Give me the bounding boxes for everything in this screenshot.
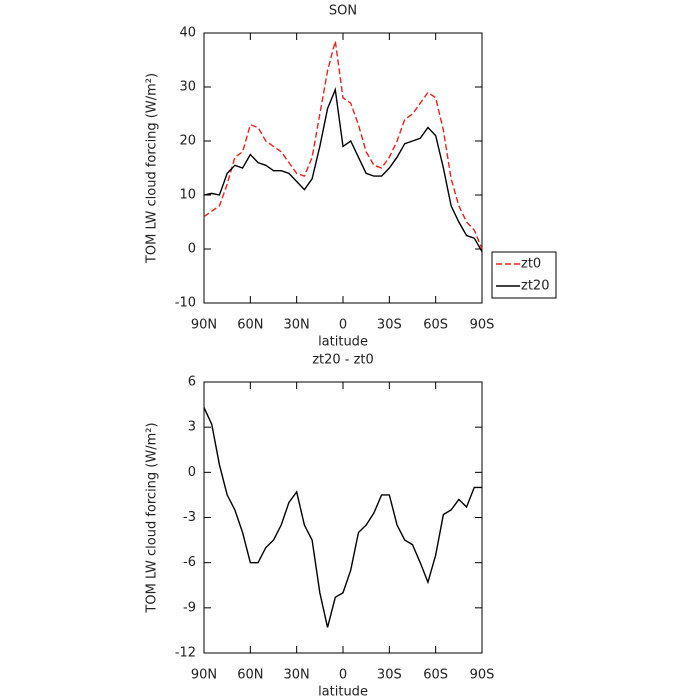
legend-label: zt0 bbox=[521, 257, 541, 272]
legend-box bbox=[491, 251, 557, 299]
x-tick-label: 30S bbox=[377, 668, 402, 683]
x-axis-label: latitude bbox=[318, 685, 368, 700]
data-line bbox=[203, 87, 483, 253]
y-tick-label: 6 bbox=[188, 375, 196, 390]
x-tick-label: 90N bbox=[191, 318, 217, 333]
y-axis-label: TOM LW cloud forcing (W/m²) bbox=[145, 422, 160, 613]
y-tick-label: 40 bbox=[179, 26, 196, 41]
x-tick-label: 90S bbox=[470, 668, 495, 683]
x-tick-label: 60S bbox=[423, 318, 448, 333]
plot-frame bbox=[203, 32, 483, 304]
y-axis-label: TOM LW cloud forcing (W/m²) bbox=[145, 73, 160, 264]
y-tick-label: -9 bbox=[183, 600, 196, 615]
y-tick-label: 30 bbox=[179, 80, 196, 95]
y-tick-label: 10 bbox=[179, 188, 196, 203]
x-axis-label: latitude bbox=[318, 335, 368, 350]
data-line bbox=[203, 40, 483, 250]
x-tick-label: 0 bbox=[339, 318, 347, 333]
plot-frame bbox=[203, 381, 483, 654]
y-tick-label: -6 bbox=[183, 555, 196, 570]
y-tick-label: 20 bbox=[179, 134, 196, 149]
chart-title: SON bbox=[329, 4, 357, 19]
x-tick-label: 60N bbox=[237, 668, 263, 683]
y-tick-label: -3 bbox=[183, 510, 196, 525]
y-tick-label: 0 bbox=[188, 242, 196, 257]
x-tick-label: 0 bbox=[339, 668, 347, 683]
x-tick-label: 60S bbox=[423, 668, 448, 683]
legend-label: zt20 bbox=[521, 279, 549, 294]
y-tick-label: 3 bbox=[188, 420, 196, 435]
y-tick-label: -12 bbox=[175, 646, 196, 661]
x-tick-label: 30S bbox=[377, 318, 402, 333]
x-tick-label: 90N bbox=[191, 668, 217, 683]
x-tick-label: 60N bbox=[237, 318, 263, 333]
x-tick-label: 30N bbox=[284, 318, 310, 333]
chart-title: zt20 - zt0 bbox=[312, 353, 374, 368]
y-tick-label: -10 bbox=[175, 296, 196, 311]
data-line bbox=[203, 407, 482, 628]
x-tick-label: 90S bbox=[470, 318, 495, 333]
x-tick-label: 30N bbox=[284, 668, 310, 683]
y-tick-label: 0 bbox=[188, 465, 196, 480]
